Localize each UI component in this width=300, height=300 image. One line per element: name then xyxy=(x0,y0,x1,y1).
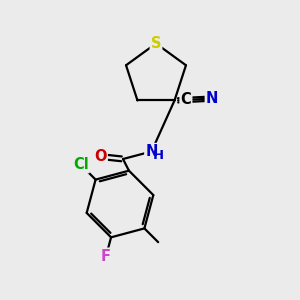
Text: N: N xyxy=(145,144,158,159)
Text: S: S xyxy=(151,36,161,51)
Text: O: O xyxy=(94,149,107,164)
Text: Cl: Cl xyxy=(73,157,88,172)
Text: H: H xyxy=(152,149,164,162)
Text: C: C xyxy=(181,92,191,107)
Text: F: F xyxy=(101,249,111,264)
Text: N: N xyxy=(206,91,218,106)
